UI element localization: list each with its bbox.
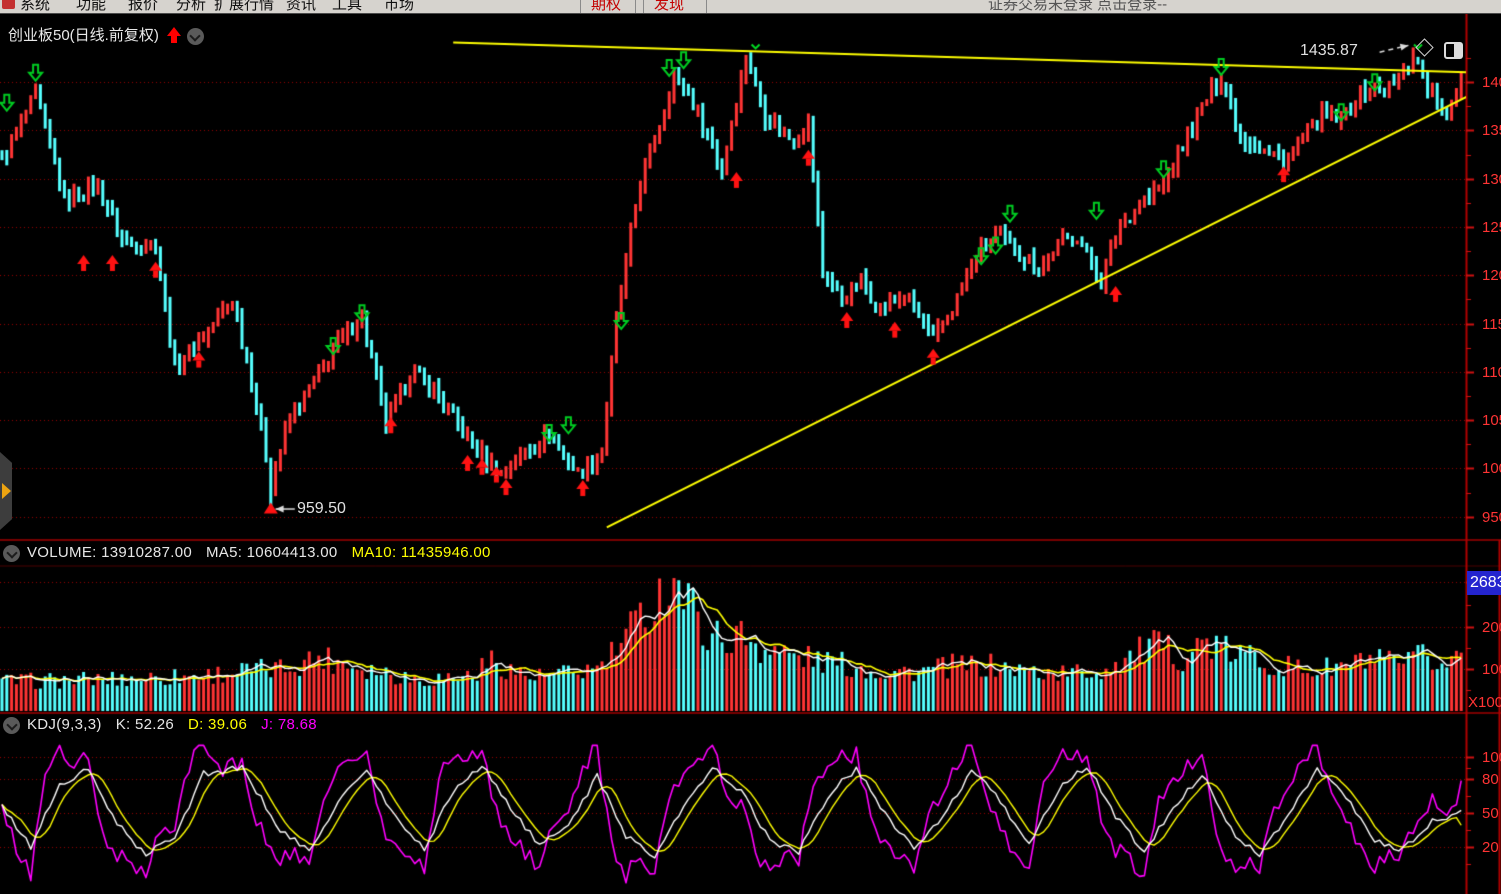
- kdj-name: KDJ(9,3,3): [27, 716, 102, 733]
- main-chart-title-row: 创业板50(日线.前复权): [8, 24, 211, 45]
- kdj-j-value: J: 78.68: [261, 716, 317, 733]
- volume-ma10-value: MA10: 11435946.00: [351, 544, 491, 561]
- high-price-annotation: 1435.87: [1300, 42, 1358, 59]
- axis-label: 1400: [1482, 74, 1501, 92]
- menu-item-analysis[interactable]: 分析: [176, 0, 207, 13]
- axis-label: 1200: [1482, 267, 1501, 285]
- axis-label: 1350: [1482, 122, 1501, 140]
- menu-item-quotes[interactable]: 报价: [128, 0, 159, 13]
- price-up-arrow-icon: [166, 27, 181, 43]
- menu-item-options-box[interactable]: 期权: [580, 0, 636, 13]
- axis-label: 1000: [1482, 460, 1501, 478]
- axis-label: 50: [1482, 804, 1499, 822]
- kdj-k-value: K: 52.26: [115, 716, 174, 733]
- menu-item-system[interactable]: 系统: [20, 0, 51, 13]
- axis-label: 1150: [1482, 315, 1501, 333]
- volume-value: VOLUME: 13910287.00: [27, 544, 192, 561]
- side-panel-toggle-icon[interactable]: [1444, 42, 1463, 59]
- menu-item-discover-box[interactable]: 发现: [643, 0, 707, 13]
- drawer-expand-arrow-icon: [2, 483, 11, 499]
- collapse-main-pane-icon[interactable]: [186, 27, 204, 45]
- menu-item-news[interactable]: 资讯: [286, 0, 317, 13]
- left-drawer-handle[interactable]: [0, 452, 12, 530]
- volume-axis-unit: X10000: [1468, 694, 1501, 711]
- axis-label: 950: [1482, 508, 1501, 526]
- axis-label: 1000: [1482, 661, 1501, 679]
- kdj-d-value: D: 39.06: [187, 716, 248, 733]
- axis-label: 100: [1482, 748, 1501, 766]
- menu-item-options[interactable]: 期权: [591, 0, 622, 13]
- axis-label: 1100: [1482, 363, 1501, 381]
- volume-ma5-value: MA5: 10604413.00: [205, 544, 338, 561]
- axis-label: 80: [1482, 771, 1499, 789]
- volume-pane-header: VOLUME: 13910287.00 MA5: 10604413.00 MA10:…: [3, 544, 505, 562]
- axis-label: 1300: [1482, 170, 1501, 188]
- collapse-volume-pane-icon[interactable]: [3, 544, 20, 562]
- menu-item-function[interactable]: 功能: [76, 0, 107, 13]
- menu-item-extended-quotes[interactable]: 扩展行情: [214, 0, 275, 13]
- menu-item-discover[interactable]: 发现: [654, 0, 685, 13]
- axis-label: 20: [1482, 838, 1499, 856]
- login-status-text[interactable]: 证券交易未登录 点击登录--: [988, 0, 1168, 13]
- axis-label: 2000: [1482, 619, 1501, 637]
- app-logo-icon[interactable]: [2, 0, 15, 9]
- low-price-annotation: 959.50: [297, 500, 346, 517]
- menu-item-market[interactable]: 市场: [384, 0, 415, 13]
- axis-label: 1050: [1482, 412, 1501, 430]
- symbol-title: 创业板50(日线.前复权): [8, 27, 159, 44]
- axis-label: 1250: [1482, 218, 1501, 236]
- collapse-kdj-pane-icon[interactable]: [3, 716, 20, 734]
- menu-bar: 系统 功能 报价 分析 扩展行情 资讯 工具 市场 期权 发现 证券交易未登录 …: [0, 0, 1501, 14]
- volume-axis-badge: 2683: [1467, 571, 1501, 595]
- menu-item-tools[interactable]: 工具: [332, 0, 363, 13]
- kdj-pane-header: KDJ(9,3,3) K: 52.26 D: 39.06 J: 78.68: [3, 716, 331, 734]
